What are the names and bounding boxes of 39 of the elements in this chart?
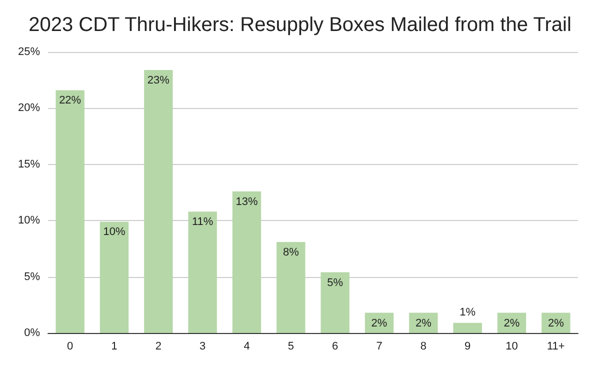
bar [232, 191, 262, 333]
x-tick-label: 10 [506, 340, 518, 352]
x-tick-label: 2 [155, 340, 162, 352]
data-label: 13% [236, 196, 258, 208]
chart-title: 2023 CDT Thru-Hikers: Resupply Boxes Mailed from the Trail [28, 14, 572, 36]
y-tick-label: 5% [24, 270, 40, 283]
y-tick-label: 20% [18, 102, 40, 114]
data-label: 10% [103, 226, 126, 238]
data-label: 2% [548, 317, 564, 330]
data-label: 2% [504, 317, 520, 330]
y-tick-label: 10% [18, 214, 40, 227]
bar [144, 70, 173, 333]
data-label: 5% [327, 276, 344, 289]
x-tick-label: 7 [376, 340, 382, 352]
x-tick-label: 1 [111, 340, 118, 352]
x-tick-label: 8 [420, 340, 426, 352]
x-tick-label: 11+ [546, 340, 565, 352]
bar [56, 90, 84, 333]
x-tick-label: 3 [200, 340, 206, 352]
x-tick-label: 6 [332, 340, 338, 352]
data-label: 2% [415, 317, 432, 330]
x-tick-label: 0 [67, 340, 74, 352]
y-tick-label: 25% [18, 46, 40, 58]
bar [188, 212, 217, 333]
y-tick-label: 15% [18, 158, 40, 170]
data-label: 1% [460, 306, 476, 318]
x-tick-label: 4 [244, 340, 250, 352]
bar [320, 272, 350, 333]
bar [100, 222, 129, 333]
x-tick-label: 9 [464, 340, 471, 352]
x-tick-label: 5 [288, 340, 294, 352]
data-label: 11% [192, 216, 214, 228]
data-label: 8% [282, 246, 300, 258]
data-label: 22% [59, 94, 82, 107]
data-label: 23% [147, 74, 170, 86]
data-label: 2% [371, 317, 388, 330]
bar [276, 242, 306, 333]
bar [453, 322, 482, 333]
y-tick-label: 0% [24, 327, 40, 339]
